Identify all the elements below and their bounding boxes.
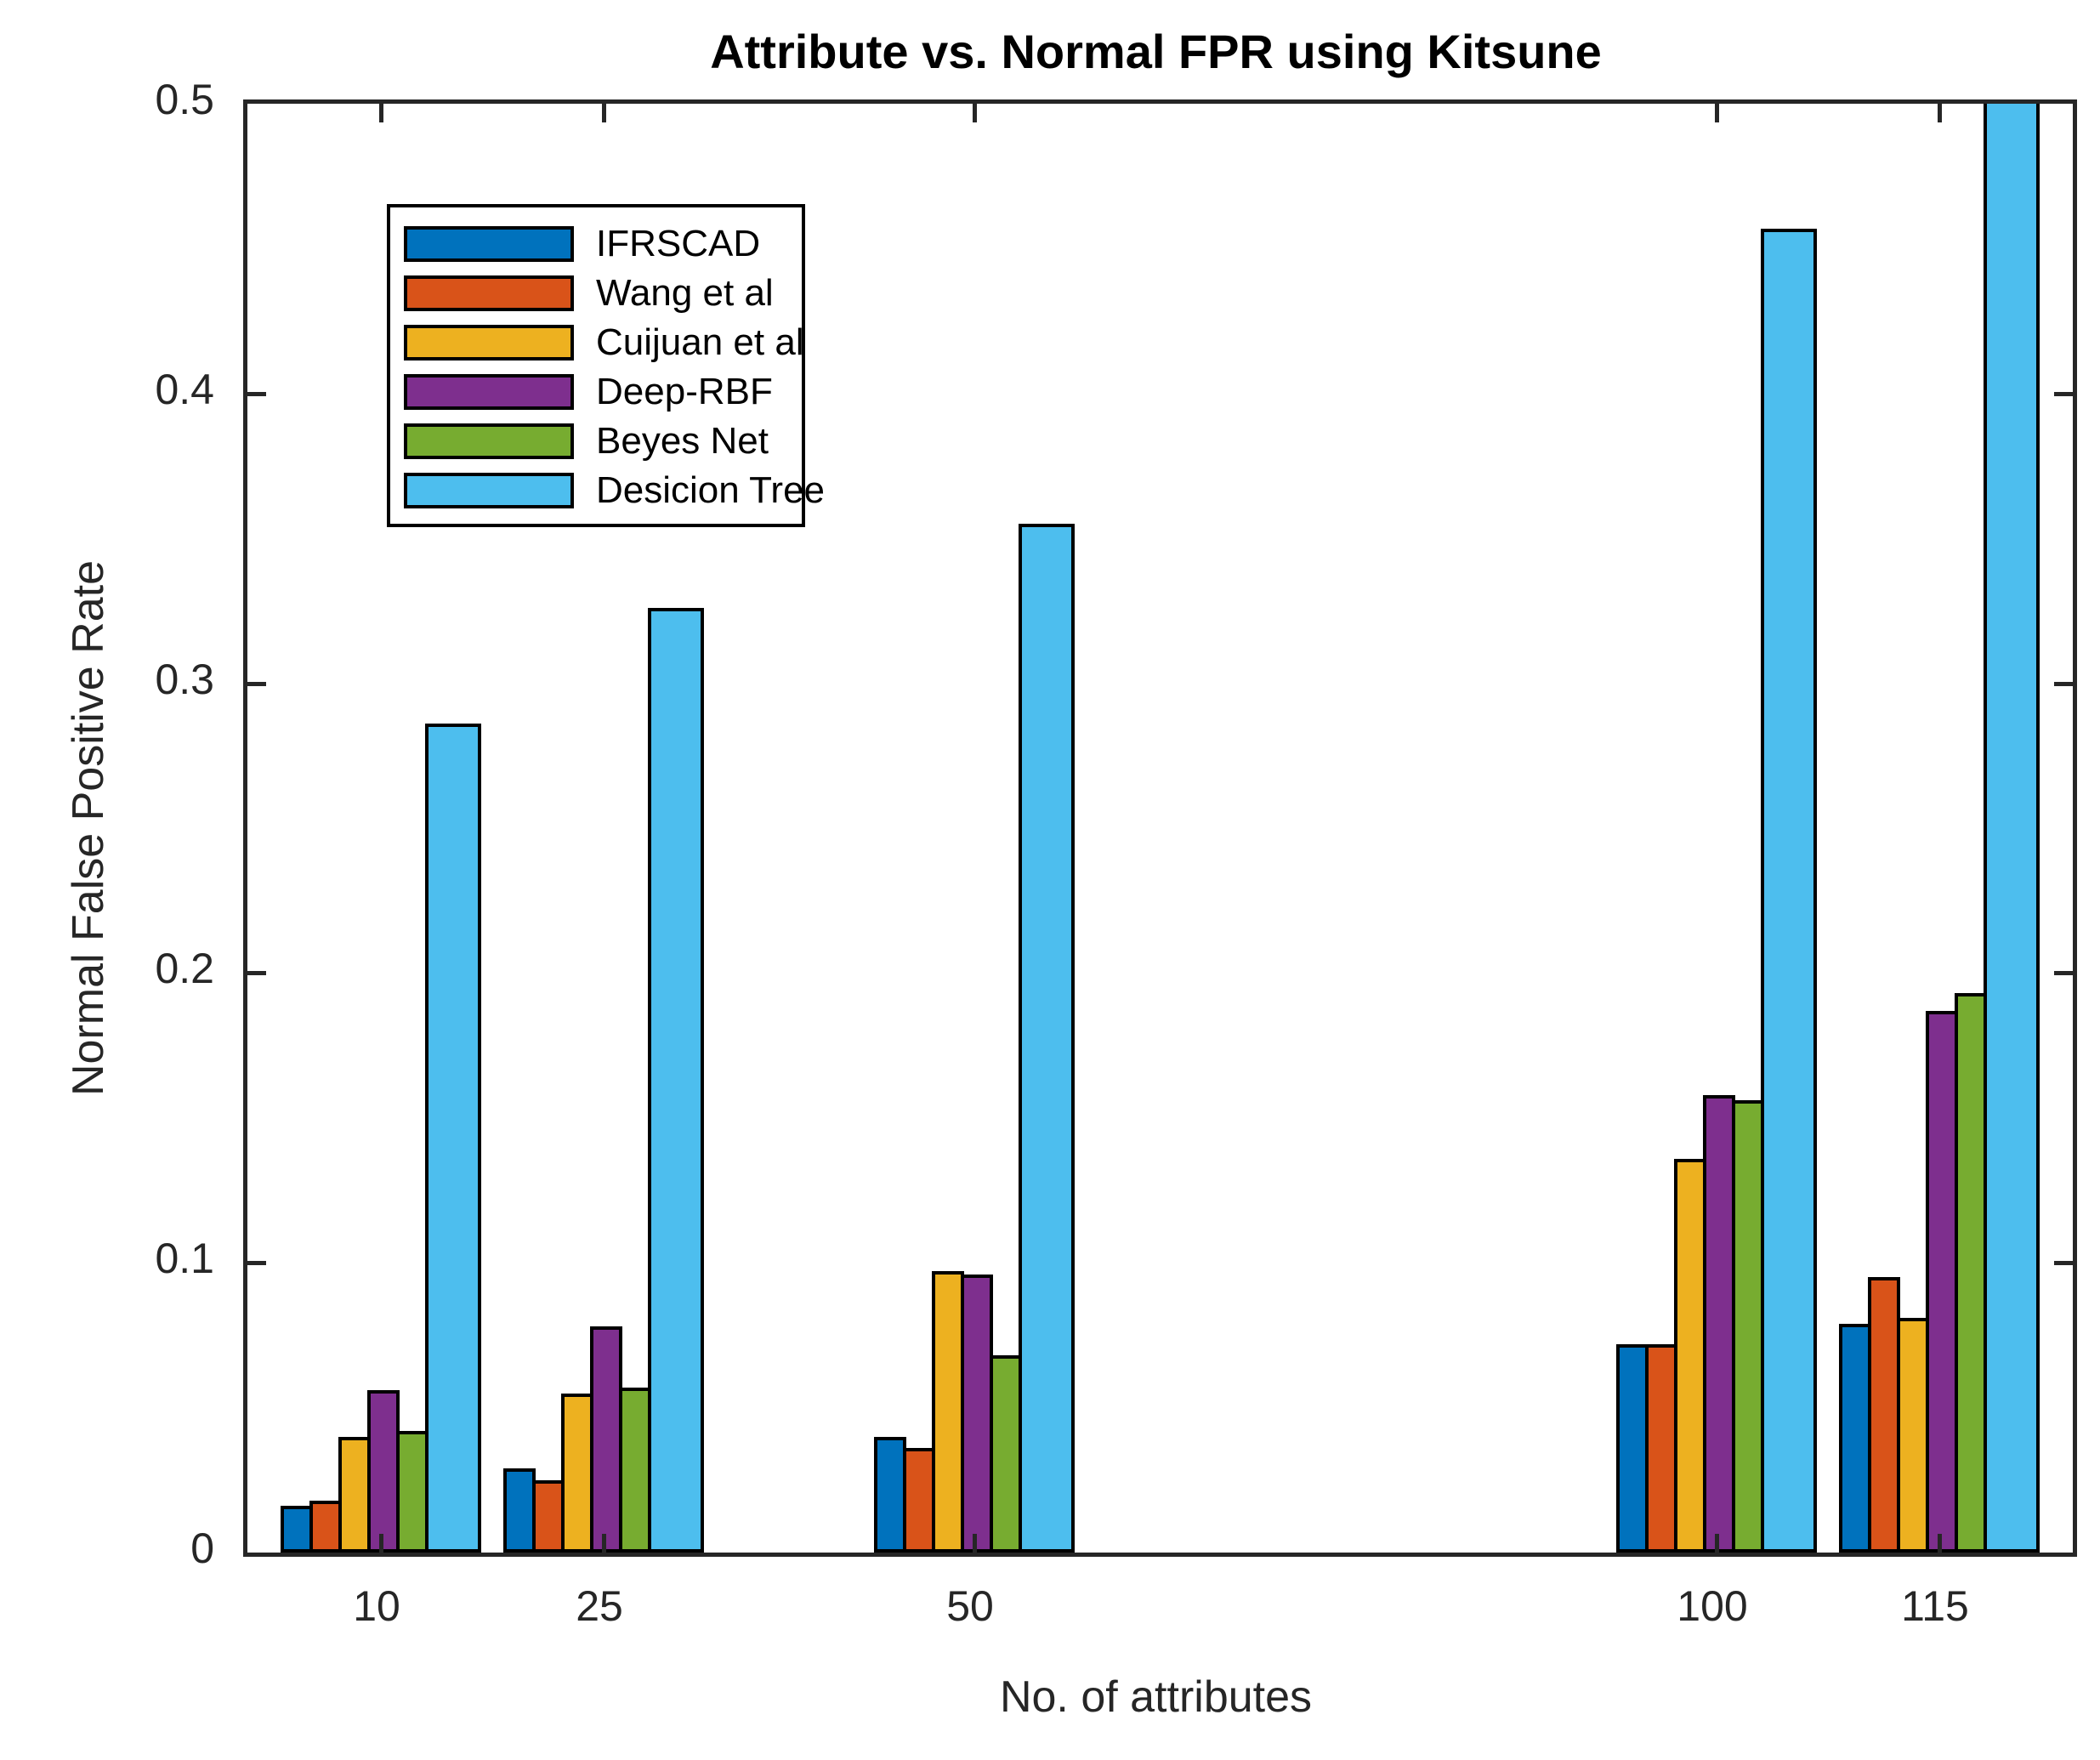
legend-label: Desicion Tree bbox=[596, 469, 826, 511]
bar-desicion-tree-x100 bbox=[1761, 229, 1817, 1553]
x-tick-top-10 bbox=[379, 104, 383, 122]
y-tick-label: 0.2 bbox=[155, 945, 214, 992]
bar-cuijuan-et-al-x50 bbox=[932, 1271, 964, 1553]
bar-desicion-tree-x115 bbox=[1984, 104, 2040, 1553]
legend: IFRSCAD Wang et al Cuijuan et al Deep-RBF Be… bbox=[387, 204, 825, 527]
y-tick-right-0.1 bbox=[2054, 1261, 2073, 1265]
x-tick-top-25 bbox=[602, 104, 606, 122]
y-tick-left-0.3 bbox=[247, 682, 266, 686]
y-axis-label: Normal False Positive Rate bbox=[64, 560, 113, 1096]
bar-deep-rbf-x25 bbox=[590, 1326, 622, 1553]
x-tick-label: 10 bbox=[353, 1582, 400, 1630]
legend-item-cuijuan-et-al: Cuijuan et al bbox=[404, 318, 804, 367]
y-tick-label: 0.4 bbox=[155, 366, 214, 413]
bar-cuijuan-et-al-x100 bbox=[1674, 1159, 1706, 1553]
bar-wang-et-al-x100 bbox=[1645, 1344, 1677, 1553]
bar-wang-et-al-x50 bbox=[903, 1448, 935, 1553]
legend-item-ifrscad: IFRSCAD bbox=[404, 219, 793, 269]
bar-ifrscad-x100 bbox=[1616, 1344, 1649, 1553]
legend-item-beyes-net: Beyes Net bbox=[404, 417, 793, 466]
bar-deep-rbf-x115 bbox=[1926, 1011, 1958, 1553]
bar-cuijuan-et-al-x10 bbox=[338, 1437, 371, 1553]
x-tick-bottom-25 bbox=[602, 1534, 606, 1553]
y-tick-left-0.4 bbox=[247, 392, 266, 396]
legend-item-deep-rbf: Deep-RBF bbox=[404, 367, 793, 417]
y-tick-label: 0.1 bbox=[155, 1235, 214, 1282]
legend-swatch bbox=[404, 275, 574, 311]
y-tick-left-0.1 bbox=[247, 1261, 266, 1265]
plot-area bbox=[243, 99, 2077, 1557]
legend-swatch bbox=[404, 473, 574, 508]
y-tick-left-0.2 bbox=[247, 971, 266, 975]
legend-label: Cuijuan et al bbox=[596, 321, 804, 363]
legend-label: Beyes Net bbox=[596, 420, 769, 462]
legend-item-wang-et-al: Wang et al bbox=[404, 269, 793, 318]
bar-beyes-net-x25 bbox=[619, 1388, 651, 1553]
legend-swatch bbox=[404, 325, 574, 361]
x-tick-label: 115 bbox=[1901, 1582, 1969, 1630]
x-tick-label: 50 bbox=[946, 1582, 994, 1630]
x-tick-bottom-50 bbox=[973, 1534, 977, 1553]
bar-deep-rbf-x10 bbox=[367, 1390, 400, 1553]
y-tick-label: 0 bbox=[190, 1524, 214, 1572]
bar-beyes-net-x100 bbox=[1732, 1100, 1764, 1553]
bar-desicion-tree-x25 bbox=[648, 608, 704, 1553]
chart-title: Attribute vs. Normal FPR using Kitsune bbox=[710, 25, 1602, 78]
x-tick-top-50 bbox=[973, 104, 977, 122]
bar-beyes-net-x50 bbox=[990, 1355, 1022, 1553]
legend-label: Deep-RBF bbox=[596, 371, 773, 412]
x-tick-label: 25 bbox=[576, 1582, 623, 1630]
x-tick-top-100 bbox=[1715, 104, 1719, 122]
y-tick-right-0.2 bbox=[2054, 971, 2073, 975]
bar-desicion-tree-x50 bbox=[1019, 524, 1075, 1553]
bar-ifrscad-x50 bbox=[874, 1437, 906, 1553]
legend-swatch bbox=[404, 374, 574, 410]
x-tick-bottom-115 bbox=[1938, 1534, 1942, 1553]
bar-beyes-net-x115 bbox=[1955, 993, 1987, 1553]
bar-beyes-net-x10 bbox=[396, 1431, 429, 1553]
x-tick-bottom-100 bbox=[1715, 1534, 1719, 1553]
bar-desicion-tree-x10 bbox=[425, 724, 481, 1553]
y-tick-right-0.4 bbox=[2054, 392, 2073, 396]
bar-ifrscad-x115 bbox=[1839, 1324, 1871, 1553]
bar-wang-et-al-x10 bbox=[309, 1501, 342, 1553]
x-axis-label: No. of attributes bbox=[999, 1672, 1313, 1722]
bar-wang-et-al-x115 bbox=[1868, 1277, 1900, 1553]
bar-deep-rbf-x100 bbox=[1703, 1095, 1735, 1553]
bar-ifrscad-x10 bbox=[281, 1506, 313, 1553]
bar-deep-rbf-x50 bbox=[961, 1275, 993, 1553]
x-tick-bottom-10 bbox=[379, 1534, 383, 1553]
bar-ifrscad-x25 bbox=[503, 1468, 536, 1553]
y-tick-label: 0.3 bbox=[155, 656, 214, 703]
y-tick-right-0.3 bbox=[2054, 682, 2073, 686]
bar-cuijuan-et-al-x25 bbox=[561, 1394, 593, 1553]
y-tick-label: 0.5 bbox=[155, 76, 214, 123]
legend-label: IFRSCAD bbox=[596, 223, 761, 264]
legend-swatch bbox=[404, 423, 574, 459]
bar-wang-et-al-x25 bbox=[532, 1480, 565, 1553]
bar-cuijuan-et-al-x115 bbox=[1897, 1318, 1929, 1553]
legend-label: Wang et al bbox=[596, 272, 774, 314]
x-tick-label: 100 bbox=[1677, 1582, 1748, 1630]
x-tick-top-115 bbox=[1938, 104, 1942, 122]
legend-swatch bbox=[404, 226, 574, 262]
legend-item-desicion-tree: Desicion Tree bbox=[404, 466, 825, 515]
